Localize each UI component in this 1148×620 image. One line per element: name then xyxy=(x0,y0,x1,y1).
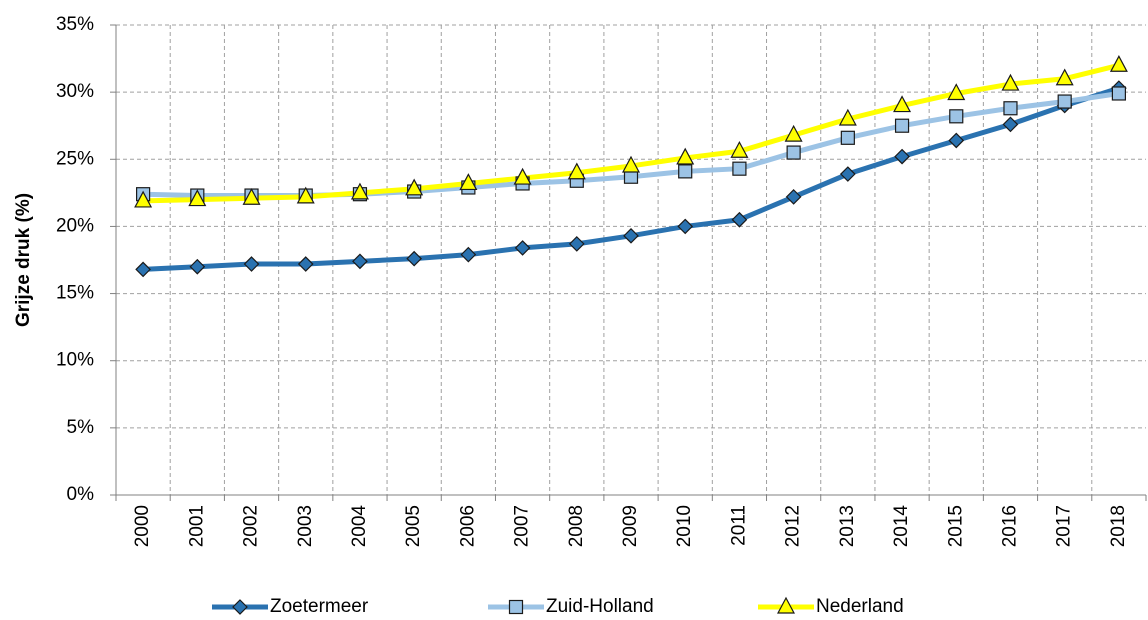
x-tick-label: 2018 xyxy=(1108,505,1129,547)
x-tick-label: 2014 xyxy=(891,505,912,548)
marker xyxy=(1002,116,1019,133)
marker xyxy=(352,253,368,270)
marker xyxy=(134,190,153,208)
marker xyxy=(623,227,639,244)
marker xyxy=(296,186,315,204)
marker xyxy=(894,148,910,165)
y-tick-label: 15% xyxy=(56,283,94,304)
marker xyxy=(135,261,151,278)
x-tick-label: 2006 xyxy=(457,505,478,547)
marker xyxy=(677,218,694,235)
marker xyxy=(1111,86,1126,101)
x-tick-label: 2011 xyxy=(728,505,749,546)
marker xyxy=(189,258,206,275)
x-tick-label: 2007 xyxy=(512,505,533,547)
x-tick-label: 2002 xyxy=(241,505,262,547)
marker xyxy=(894,118,910,133)
x-tick-label: 2000 xyxy=(132,505,153,547)
marker xyxy=(786,145,801,160)
marker xyxy=(1055,68,1074,86)
marker xyxy=(731,211,748,228)
marker xyxy=(838,108,857,126)
marker xyxy=(777,596,795,614)
marker xyxy=(1003,101,1018,116)
x-tick-label: 2008 xyxy=(566,505,587,547)
marker xyxy=(514,240,531,256)
x-tick-label: 2010 xyxy=(674,505,695,547)
marker xyxy=(232,599,248,615)
x-tick-label: 2016 xyxy=(999,505,1020,547)
marker xyxy=(676,147,695,165)
marker xyxy=(188,189,207,207)
x-tick-label: 2005 xyxy=(403,505,424,547)
marker xyxy=(297,256,314,272)
marker xyxy=(839,166,856,182)
marker xyxy=(622,155,640,173)
marker xyxy=(893,95,912,113)
x-tick-label: 2012 xyxy=(783,505,804,547)
marker xyxy=(459,173,478,191)
marker xyxy=(1057,94,1072,109)
marker xyxy=(785,189,802,205)
y-tick-label: 30% xyxy=(56,81,94,102)
y-tick-label: 10% xyxy=(56,350,94,371)
marker xyxy=(513,167,532,185)
legend-label: Zuid-Holland xyxy=(546,596,654,617)
marker xyxy=(568,236,585,252)
marker xyxy=(242,187,261,205)
marker xyxy=(732,161,747,176)
marker xyxy=(730,140,749,158)
legend-label: Zoetermeer xyxy=(270,596,369,617)
marker xyxy=(350,182,369,200)
y-axis-label: Grijze druk (%) xyxy=(13,193,34,327)
marker xyxy=(949,109,964,124)
y-tick-label: 35% xyxy=(56,14,94,35)
x-tick-label: 2017 xyxy=(1054,505,1075,547)
marker xyxy=(243,256,260,272)
x-tick-label: 2015 xyxy=(945,505,966,547)
x-tick-label: 2013 xyxy=(837,505,858,547)
x-tick-label: 2001 xyxy=(186,505,207,547)
marker xyxy=(947,83,966,101)
marker xyxy=(460,246,477,263)
x-tick-label: 2009 xyxy=(620,505,641,547)
marker xyxy=(567,162,586,180)
marker xyxy=(948,132,965,149)
marker xyxy=(678,164,693,179)
marker xyxy=(406,250,423,267)
marker xyxy=(1109,55,1128,72)
y-tick-label: 0% xyxy=(67,484,95,505)
x-tick-label: 2004 xyxy=(349,505,370,548)
y-tick-label: 5% xyxy=(67,417,95,438)
y-tick-label: 20% xyxy=(56,215,94,236)
marker xyxy=(784,124,803,142)
marker xyxy=(508,599,524,615)
x-tick-label: 2003 xyxy=(295,505,316,547)
legend-label: Nederland xyxy=(816,596,904,617)
marker xyxy=(840,130,855,145)
marker xyxy=(405,178,424,196)
y-tick-label: 25% xyxy=(56,148,94,169)
marker xyxy=(1001,73,1020,91)
